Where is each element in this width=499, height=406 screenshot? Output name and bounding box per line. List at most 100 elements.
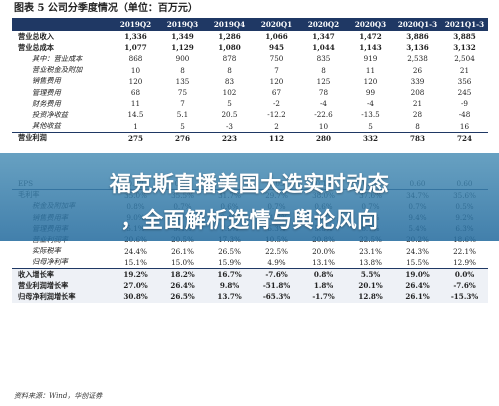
table-cell: 24.4% [124, 246, 147, 256]
table-cell: 10 [130, 65, 141, 75]
table-cell: 0.8% [300, 267, 347, 281]
table-cell: 26.1% [171, 246, 194, 256]
header-cell: 2019Q2 [112, 18, 159, 31]
table-cell: 3,136 [406, 43, 429, 53]
table-row: 营业总收入 1,336 1,349 1,286 1,066 1,347 1,472 3,886… [12, 31, 488, 42]
table-cell: 8 [180, 65, 185, 75]
header-cell [12, 18, 112, 31]
table-cell: 10 [318, 121, 329, 131]
table-cell: -4 [366, 99, 374, 109]
table-cell: 724 [441, 131, 488, 144]
table-cell: 1,336 [124, 32, 147, 42]
table-cell: 21 [459, 65, 470, 75]
table-cell: 15.9% [218, 257, 241, 267]
table-row: 其中：营业成本 868 900 878 750 835 919 2,538 2,504 [12, 53, 488, 64]
table-cell: -22.6 [314, 110, 333, 120]
table-cell: 783 [394, 131, 441, 144]
row-label: 营业利润 [12, 131, 112, 144]
table-cell: 878 [222, 54, 237, 64]
table-cell: 1,044 [312, 43, 335, 53]
table-cell: 8 [415, 121, 420, 131]
table-cell: 26.4% [159, 280, 206, 292]
table-cell: 120 [363, 76, 378, 86]
table-row: 管理费用 68 75 102 67 78 99 208 245 [12, 87, 488, 98]
table-row: 实际税率 24.4% 26.1% 26.5% 22.5% 20.0% 23.1% 24.3% 2… [12, 246, 488, 257]
row-label: 营业总成本 [18, 42, 54, 52]
table-cell: 26.5% [159, 291, 206, 303]
table-cell: 23.1% [359, 246, 382, 256]
row-label: 财务费用 [32, 98, 61, 108]
header-cell: 2020Q1-3 [394, 18, 441, 31]
table-cell: 75 [177, 88, 188, 98]
table-cell: 12.9% [453, 257, 476, 267]
table-cell: 356 [457, 76, 472, 86]
table-cell: 21 [412, 99, 423, 109]
table-cell: 20.5 [221, 110, 238, 120]
row-label: 收入增长率 [12, 267, 112, 281]
table-cell: 332 [347, 131, 394, 144]
table-row: 投资净收益 14.5 5.1 20.5 -12.2 -22.6 -13.5 28 -48 [12, 109, 488, 120]
row-label: 归母净利率 [32, 257, 68, 267]
table-cell: 868 [128, 54, 143, 64]
table-row: 归母净利润增长率 30.8% 26.5% 13.7% -65.3% -1.7% 12.8% 2… [12, 291, 488, 303]
quarterly-table: 2019Q2 2019Q3 2019Q4 2020Q1 2020Q2 2020Q… [12, 18, 488, 303]
table-cell: 945 [268, 43, 284, 53]
table-cell: 1.8% [300, 280, 347, 292]
table-cell: 112 [253, 131, 300, 144]
table-cell: 7 [180, 99, 185, 109]
source-note: 资料来源：Wind，华创证券 [14, 392, 103, 400]
table-cell: 5.5% [347, 267, 394, 281]
table-cell: 208 [410, 88, 425, 98]
table-cell: 5 [368, 121, 373, 131]
table-cell: 120 [269, 76, 284, 86]
table-cell: 1,349 [171, 32, 194, 42]
table-cell: 919 [363, 54, 378, 64]
table-cell: 78 [318, 88, 329, 98]
table-cell: 83 [224, 76, 235, 86]
header-cell: 2020Q1 [253, 18, 300, 31]
table-cell: 12.8% [347, 291, 394, 303]
table-cell: -7.6% [441, 280, 488, 292]
table-cell: 20.1% [347, 280, 394, 292]
table-cell: 1,286 [218, 32, 241, 42]
table-row: 营业利润 275 276 223 112 280 332 783 724 [12, 131, 488, 144]
row-label: 管理费用 [32, 87, 61, 97]
table-cell: 14.5 [127, 110, 144, 120]
table-cell: 276 [159, 131, 206, 144]
table-cell: 9.8% [206, 280, 253, 292]
row-label: 实际税率 [32, 246, 61, 256]
table-cell: 20.0% [312, 246, 335, 256]
table-cell: 19.2% [112, 267, 159, 281]
table-cell: 16.7% [206, 267, 253, 281]
row-label: 归母净利润增长率 [12, 291, 112, 303]
header-row: 2019Q2 2019Q3 2019Q4 2020Q1 2020Q2 2020Q… [12, 18, 488, 31]
table-cell: 900 [175, 54, 190, 64]
table-row: 财务费用 11 7 5 -2 -4 -4 21 -9 [12, 98, 488, 109]
banner-headline-line2[interactable]: ，全面解析选情与舆论风向 [120, 208, 379, 232]
table-row: 营业总成本 1,077 1,129 1,080 945 1,044 1,143 3,136 3,… [12, 42, 488, 53]
table-cell: 67 [271, 88, 282, 98]
table-cell: -15.3% [441, 291, 488, 303]
table-cell: 26.4% [394, 280, 441, 292]
table-cell: 5.1 [176, 110, 189, 120]
table-cell: 68 [130, 88, 141, 98]
table-cell: 8 [227, 65, 232, 75]
table-cell: -4 [319, 99, 327, 109]
header-cell: 2021Q1-3 [441, 18, 488, 31]
banner-headline-line1[interactable]: 福克斯直播美国大选实时动态 [109, 172, 390, 196]
table-cell: 27.0% [112, 280, 159, 292]
table-cell: 11 [130, 99, 141, 109]
table-cell: 2,504 [454, 54, 475, 64]
table-row: 营业利润增长率 27.0% 26.4% 9.8% -51.8% 1.8% 20.1% 26.4… [12, 280, 488, 292]
header-cell: 2019Q4 [206, 18, 253, 31]
table-cell: 1,347 [312, 32, 335, 42]
table-cell: 16 [459, 121, 470, 131]
table-cell: 13.7% [206, 291, 253, 303]
table-cell: 1,129 [171, 43, 194, 53]
row-label: 销售费用 [32, 76, 61, 86]
news-banner[interactable] [0, 153, 499, 241]
table-cell: 3,132 [453, 43, 476, 53]
row-label: 营业税金及附加 [32, 65, 83, 75]
table-cell: 11 [365, 65, 376, 75]
table-cell: 15.1% [124, 257, 147, 267]
